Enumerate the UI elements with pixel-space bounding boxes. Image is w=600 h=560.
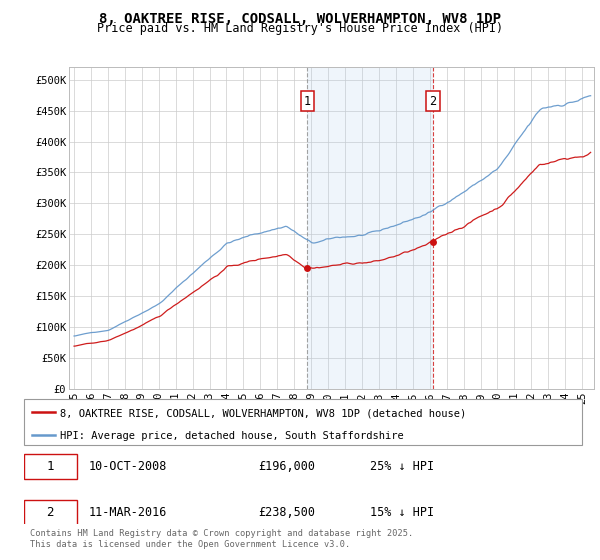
Text: 11-MAR-2016: 11-MAR-2016 — [88, 506, 167, 519]
Text: Contains HM Land Registry data © Crown copyright and database right 2025.
This d: Contains HM Land Registry data © Crown c… — [30, 529, 413, 549]
FancyBboxPatch shape — [24, 455, 77, 479]
Text: 1: 1 — [304, 95, 311, 108]
Text: 15% ↓ HPI: 15% ↓ HPI — [370, 506, 434, 519]
Text: 2: 2 — [46, 506, 54, 519]
FancyBboxPatch shape — [24, 399, 582, 445]
Text: 8, OAKTREE RISE, CODSALL, WOLVERHAMPTON, WV8 1DP: 8, OAKTREE RISE, CODSALL, WOLVERHAMPTON,… — [99, 12, 501, 26]
Text: 1: 1 — [46, 460, 54, 473]
Text: Price paid vs. HM Land Registry's House Price Index (HPI): Price paid vs. HM Land Registry's House … — [97, 22, 503, 35]
Text: 25% ↓ HPI: 25% ↓ HPI — [370, 460, 434, 473]
Text: 2: 2 — [430, 95, 437, 108]
Text: 8, OAKTREE RISE, CODSALL, WOLVERHAMPTON, WV8 1DP (detached house): 8, OAKTREE RISE, CODSALL, WOLVERHAMPTON,… — [60, 408, 467, 418]
Text: 10-OCT-2008: 10-OCT-2008 — [88, 460, 167, 473]
Bar — [307, 67, 433, 389]
FancyBboxPatch shape — [24, 500, 77, 525]
Text: HPI: Average price, detached house, South Staffordshire: HPI: Average price, detached house, Sout… — [60, 431, 404, 441]
Text: £238,500: £238,500 — [259, 506, 316, 519]
Text: £196,000: £196,000 — [259, 460, 316, 473]
